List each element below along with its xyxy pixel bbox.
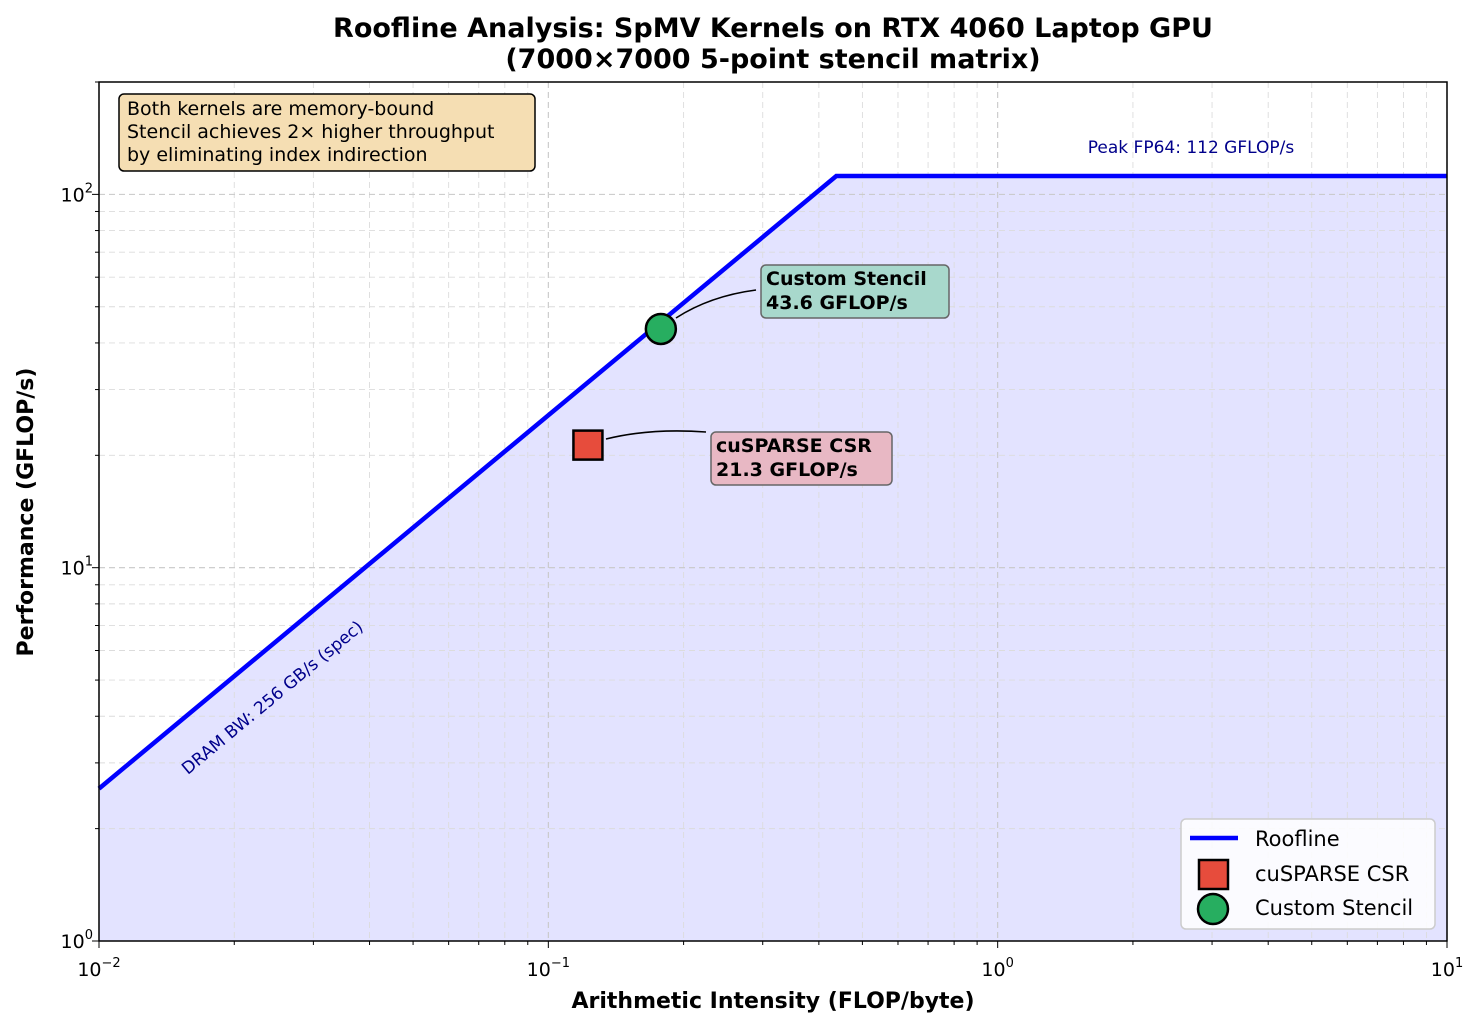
- data-point-custom-stencil: [644, 312, 678, 346]
- roofline-line: [97, 173, 1447, 791]
- x-tick-label: 100: [981, 956, 1013, 981]
- note-line: Stencil achieves 2× higher throughput: [127, 121, 494, 143]
- csr-annotation-value: 21.3 GFLOP/s: [716, 459, 858, 481]
- data-point-cusparse-csr: [572, 429, 604, 461]
- chart-subtitle: (7000×7000 5-point stencil matrix): [505, 44, 1040, 75]
- csr-annotation: cuSPARSE CSR 21.3 GFLOP/s: [710, 431, 893, 486]
- legend-box: [1180, 818, 1436, 930]
- csr-annotation-name: cuSPARSE CSR: [716, 435, 872, 457]
- legend-roofline-label: Roofline: [1255, 827, 1340, 851]
- x-tick-label: 101: [1431, 956, 1463, 981]
- x-tick-labels: 10−2 10−1 100 101: [77, 956, 1463, 981]
- y-axis-label: Performance (GFLOP/s): [14, 368, 39, 657]
- note-line: Both kernels are memory-bound: [127, 98, 434, 120]
- x-tick-label: 10−1: [527, 956, 570, 981]
- legend-stencil-swatch: [1196, 892, 1230, 926]
- legend-cusparse-swatch: [1197, 858, 1230, 891]
- note-line: by eliminating index indirection: [127, 144, 428, 166]
- y-tick-label: 101: [61, 555, 93, 580]
- plot-frame: [98, 81, 1448, 942]
- stencil-annotation-value: 43.6 GFLOP/s: [766, 292, 908, 314]
- x-axis-label: Arithmetic Intensity (FLOP/byte): [571, 989, 974, 1014]
- axis-ticks: [92, 81, 1448, 948]
- peak-line-label: Peak FP64: 112 GFLOP/s: [1088, 138, 1295, 158]
- legend: Roofline cuSPARSE CSR Custom Stencil: [1180, 818, 1436, 930]
- chart-title: Roofline Analysis: SpMV Kernels on RTX 4…: [333, 13, 1213, 44]
- y-tick-labels: 100 101 102: [61, 181, 93, 953]
- note-box-background: [118, 93, 536, 172]
- y-tick-label: 102: [61, 181, 93, 206]
- stencil-annotation-arrow: [675, 289, 757, 319]
- stencil-annotation-box: [760, 264, 950, 319]
- y-tick-label: 100: [61, 928, 93, 953]
- stencil-annotation-name: Custom Stencil: [766, 268, 927, 290]
- x-tick-label: 10−2: [77, 956, 120, 981]
- csr-annotation-box: [710, 431, 893, 486]
- legend-stencil-label: Custom Stencil: [1255, 896, 1413, 920]
- note-box: Both kernels are memory-bound Stencil ac…: [118, 93, 536, 172]
- stencil-annotation: Custom Stencil 43.6 GFLOP/s: [760, 264, 950, 319]
- legend-cusparse-label: cuSPARSE CSR: [1255, 862, 1409, 886]
- csr-annotation-arrow: [605, 430, 707, 440]
- roofline-fill: [99, 176, 1447, 941]
